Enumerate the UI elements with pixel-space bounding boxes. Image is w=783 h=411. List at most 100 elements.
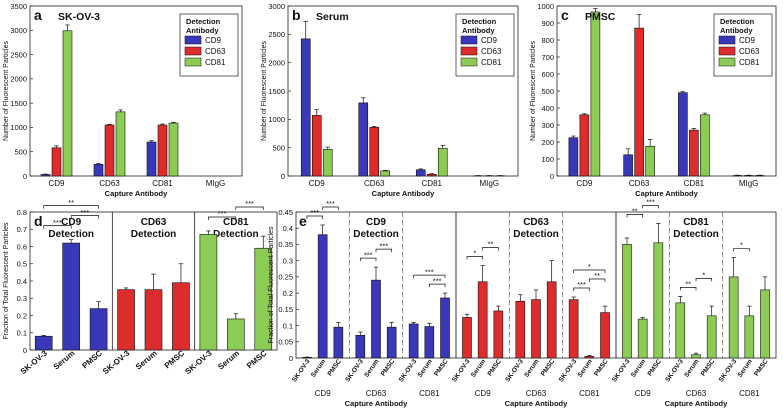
y-axis-d-tick-label: 0.3 [17,294,27,303]
bar-c-CD9-CD81 [590,11,601,177]
bar-c-CD9-CD63 [579,114,590,177]
x-tick-label-d: PMSC [163,349,187,371]
significance-bracket-e-label: ** [488,240,494,249]
bar-c-CD81-CD63 [689,129,699,177]
x-axis-label-b: Capture Antibody [372,189,435,198]
x-tick-label-a: CD63 [99,179,120,188]
y-axis-b-tick-label: 3000 [268,2,285,11]
bar-label-e: PMSC [486,358,503,378]
y-axis-d-tick-label: 0.5 [17,260,27,269]
legend-label-CD9: CD9 [205,36,222,45]
group-title-d: Detection [213,229,259,240]
y-axis-c-tick-label: 600 [541,70,554,79]
bar-d-CD63-Serum [144,289,163,351]
legend-label-CD63: CD63 [205,47,226,56]
significance-bracket-e-label: *** [577,280,586,289]
significance-bracket-d [43,225,72,229]
y-axis-e-tick-label: 0.45 [278,208,293,217]
significance-bracket-e-label: *** [379,241,388,250]
significance-bracket-e-label: ** [632,207,638,216]
x-tick-label-a: CD9 [48,179,65,188]
y-axis-a-tick-label: 2500 [10,50,27,59]
y-axis-a-tick-label: 3000 [10,26,27,35]
y-axis-c-tick-label: 400 [541,104,554,113]
bar-d-CD81-SK-OV-3 [199,234,218,351]
y-axis-c-tick-label: 700 [541,53,554,62]
y-axis-c-tick-label: 0 [550,172,554,181]
y-axis-a-tick-label: 2000 [10,75,27,84]
bar-d-CD9-Serum [62,242,80,351]
bar-d-CD63-SK-OV-3 [117,289,135,351]
y-axis-a-tick-label: 3500 [10,2,27,11]
bar-c-CD63-CD63 [634,27,644,177]
x-tick-label-e: CD9 [635,389,652,398]
y-axis-a-tick-label: 0 [23,172,27,181]
bar-e-CD9-CD9-PMSC [333,326,344,359]
y-axis-b-tick-label: 500 [272,143,285,152]
x-tick-label-e: CD81 [419,389,440,398]
group-title-d: CD81 [223,217,249,228]
bar-label-e: SK-OV-3 [291,358,312,384]
subpanel-title-e: Detection [513,229,559,240]
bar-label-e: Serum [630,358,647,379]
bar-label-e: Serum [363,358,380,379]
significance-bracket-e [588,278,606,283]
bar-d-CD81-Serum [227,318,245,351]
y-axis-b-tick-label: 2500 [268,30,285,39]
y-axis-b-tick-label: 0 [281,172,285,181]
bar-a-CD9-CD81 [62,30,73,177]
y-axis-d-tick-label: 0.1 [17,329,27,338]
subpanel-title-e: Detection [673,229,719,240]
legend-title: Antibody [186,26,219,35]
x-tick-label-a: CD81 [152,179,173,188]
legend-swatch-CD9 [460,35,478,45]
bar-e-CD9-CD63-SK-OV-3 [355,334,366,359]
bar-label-e: SK-OV-3 [718,358,739,384]
legend-swatch-CD63 [460,46,478,56]
x-tick-label-b: CD81 [422,179,443,188]
bar-label-e: PMSC [700,358,717,378]
bar-label-e: SK-OV-3 [344,358,365,384]
bar-a-CD81-CD81 [168,122,179,177]
legend-label-CD81: CD81 [739,58,760,67]
significance-bracket-e [642,205,659,209]
x-tick-label-e: CD63 [686,389,707,398]
x-axis-label-c: Capture Antibody [635,189,698,198]
x-tick-label-b: CD9 [309,179,326,188]
legend-swatch-CD81 [460,57,478,67]
bar-e-CD63-CD81-Serum [584,356,595,359]
x-tick-label-e: CD81 [739,389,760,398]
legend-title: Detection [186,17,221,26]
legend-swatch-CD63 [184,46,202,56]
bar-label-e: PMSC [593,358,610,378]
x-tick-label-c: CD63 [629,179,650,188]
significance-bracket-e [573,269,606,274]
x-axis-label-e: Capture Antibody [505,399,568,408]
bar-e-CD9-CD63-Serum [371,279,381,359]
significance-bracket-e [626,214,644,218]
y-axis-d-tick-label: 0 [23,346,27,355]
significance-bracket-d [235,206,264,210]
bar-e-CD63-CD63-Serum [531,299,541,359]
significance-bracket-e [679,287,697,291]
group-title-d: CD9 [61,217,81,228]
significance-bracket-e-label: * [702,271,705,280]
bar-d-CD63-PMSC [172,282,190,351]
panel-letter-c: c [561,7,569,23]
legend-label-CD81: CD81 [481,58,502,67]
bar-e-CD63-CD9-SK-OV-3 [462,317,472,359]
bar-label-e: Serum [417,358,434,379]
significance-bracket-e [306,215,324,219]
bar-e-CD81-CD9-SK-OV-3 [622,244,632,359]
x-axis-label-a: Capture Antibody [105,189,168,198]
x-tick-label-d: SK-OV-3 [183,348,214,376]
bar-c-CD63-CD81 [645,145,655,177]
x-tick-label-d: PMSC [245,349,269,371]
bar-e-CD81-CD63-SK-OV-3 [675,302,686,359]
bar-a-CD63-CD63 [104,124,115,177]
y-axis-label-b: Number of Fluorescent Particles [261,41,268,141]
bar-b-CD63-CD81 [380,170,391,177]
bar-b-CD9-CD9 [300,38,311,177]
significance-bracket-e [428,283,446,288]
